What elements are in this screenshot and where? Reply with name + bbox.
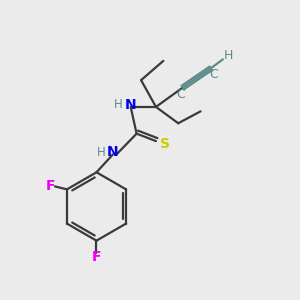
Text: C: C	[209, 68, 218, 81]
Text: H: H	[97, 146, 106, 159]
Text: H: H	[114, 98, 123, 111]
Text: F: F	[92, 250, 101, 264]
Text: H: H	[224, 49, 233, 62]
Text: N: N	[107, 145, 119, 159]
Text: C: C	[176, 88, 185, 100]
Text: N: N	[124, 98, 136, 112]
Text: S: S	[160, 137, 170, 151]
Text: F: F	[46, 179, 55, 194]
